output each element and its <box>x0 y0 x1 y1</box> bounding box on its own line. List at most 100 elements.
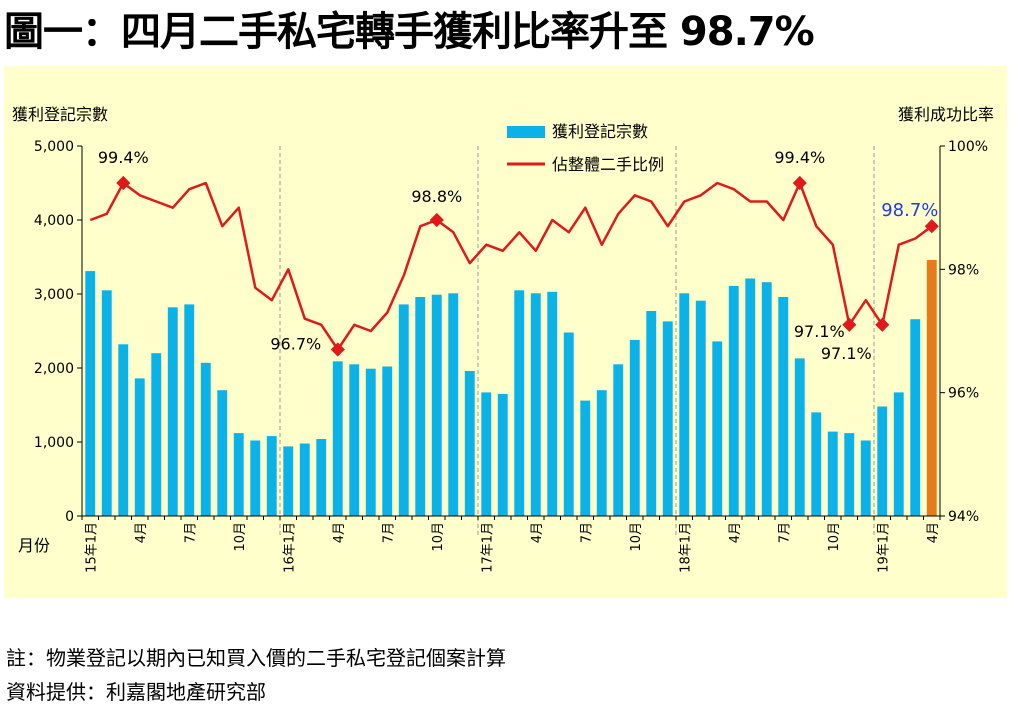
x-tick-label-39: 4月 <box>728 522 743 543</box>
bar-6 <box>184 304 195 516</box>
x-axis-title: 月份 <box>18 536 50 555</box>
right-tick-label-0: 94% <box>948 509 979 525</box>
left-tick-label-3: 3,000 <box>34 287 74 303</box>
chart-figure: 0 1,000 2,000 3,000 4,000 5,000 94% 96% 98% 100% 1… <box>4 66 1007 598</box>
right-axis-title: 獲利成功比率 <box>898 105 994 124</box>
left-tick-label-5: 5,000 <box>34 139 74 155</box>
x-tick-label-51: 4月 <box>926 522 941 543</box>
x-tick-label-45: 10月 <box>827 522 842 552</box>
bar-2 <box>118 344 129 516</box>
chart-background <box>4 66 1007 598</box>
bar-0 <box>85 271 96 516</box>
x-tick-label-12: 16年1月 <box>282 522 297 573</box>
bar-27 <box>530 293 541 516</box>
x-tick-label-15: 4月 <box>332 522 347 543</box>
bar-10 <box>250 440 261 516</box>
x-tick-label-30: 7月 <box>579 522 594 543</box>
legend-bar-label: 獲利登記宗數 <box>552 122 648 141</box>
data-label-43: 99.4% <box>774 148 825 167</box>
marker-46 <box>842 317 857 332</box>
bar-45 <box>827 431 838 516</box>
marker-15 <box>330 342 345 357</box>
bar-51 <box>926 260 937 516</box>
x-tick-label-33: 10月 <box>629 522 644 552</box>
data-label-51: 98.7% <box>881 200 938 221</box>
bar-17 <box>365 368 376 516</box>
year-separators <box>279 146 875 536</box>
bar-33 <box>629 339 640 516</box>
legend-line-label: 佔整體二手比例 <box>552 155 664 174</box>
left-axis-title: 獲利登記宗數 <box>12 105 108 124</box>
bar-20 <box>415 297 426 516</box>
bar-21 <box>431 294 442 516</box>
bar-14 <box>316 439 327 516</box>
chart-title: 圖一：四月二手私宅轉手獲利比率升至 98.7% <box>4 9 815 55</box>
bar-48 <box>877 406 888 516</box>
bar-31 <box>596 390 607 516</box>
marker-51 <box>924 219 939 234</box>
right-tick-label-3: 100% <box>948 139 988 155</box>
bar-22 <box>448 293 459 516</box>
axes: 0 1,000 2,000 3,000 4,000 5,000 94% 96% 98% 100% 1… <box>34 139 988 573</box>
bar-24 <box>481 392 492 516</box>
bar-44 <box>811 412 822 516</box>
bar-41 <box>761 282 772 516</box>
data-label-46: 97.1% <box>794 322 845 341</box>
right-tick-label-1: 96% <box>948 386 979 402</box>
x-tick-label-48: 19年1月 <box>876 522 891 573</box>
bar-26 <box>514 290 525 516</box>
x-tick-label-36: 18年1月 <box>678 522 693 573</box>
bar-5 <box>167 307 178 516</box>
line-layer <box>89 181 933 351</box>
x-tick-label-21: 10月 <box>431 522 446 552</box>
left-tick-label-0: 0 <box>65 509 74 525</box>
bar-42 <box>778 297 789 516</box>
legend-bar-swatch <box>507 126 545 138</box>
data-label-48: 97.1% <box>821 344 872 363</box>
x-tick-label-18: 7月 <box>381 522 396 543</box>
footnote: 註：物業登記以期內已知買入價的二手私宅登記個案計算 <box>6 646 506 670</box>
legend: 獲利登記宗數 佔整體二手比例 <box>507 122 664 174</box>
marker-48 <box>875 317 890 332</box>
bar-36 <box>679 293 690 516</box>
bar-34 <box>646 311 657 516</box>
bar-32 <box>613 364 624 516</box>
x-tick-label-42: 7月 <box>777 522 792 543</box>
x-tick-label-0: 15年1月 <box>84 522 99 573</box>
marker-21 <box>429 212 444 228</box>
x-tick-label-24: 17年1月 <box>480 522 495 573</box>
data-label-15: 96.7% <box>270 335 321 354</box>
bar-47 <box>860 440 871 516</box>
right-tick-label-2: 98% <box>948 262 979 278</box>
bar-25 <box>497 393 508 516</box>
bars-layer <box>85 260 937 516</box>
bar-49 <box>893 392 904 516</box>
x-tick-label-27: 4月 <box>530 522 545 543</box>
bar-3 <box>134 378 145 516</box>
labels-layer: 99.4% 96.7% 98.8% 99.4% 97.1% 97.1% 98.7% <box>98 148 939 363</box>
bar-46 <box>844 433 855 516</box>
source-note: 資料提供：利嘉閣地產研究部 <box>6 680 266 704</box>
bar-50 <box>910 319 921 516</box>
bar-8 <box>217 390 228 516</box>
bar-19 <box>398 304 409 516</box>
x-tick-label-9: 10月 <box>233 522 248 552</box>
x-tick-label-3: 4月 <box>134 522 149 543</box>
x-tick-label-6: 7月 <box>183 522 198 543</box>
data-label-2: 99.4% <box>98 148 149 167</box>
bar-43 <box>794 358 805 516</box>
bar-28 <box>547 291 558 516</box>
bar-16 <box>349 364 360 516</box>
bar-37 <box>695 300 706 516</box>
ratio-line <box>89 181 933 351</box>
bar-11 <box>266 436 277 516</box>
bar-38 <box>712 341 723 516</box>
bar-29 <box>563 332 574 516</box>
bar-12 <box>283 446 294 516</box>
bar-18 <box>382 366 393 516</box>
bar-30 <box>580 400 591 516</box>
bar-15 <box>332 361 343 516</box>
bar-35 <box>662 321 673 516</box>
left-tick-label-4: 4,000 <box>34 213 74 229</box>
left-tick-label-1: 1,000 <box>34 435 74 451</box>
